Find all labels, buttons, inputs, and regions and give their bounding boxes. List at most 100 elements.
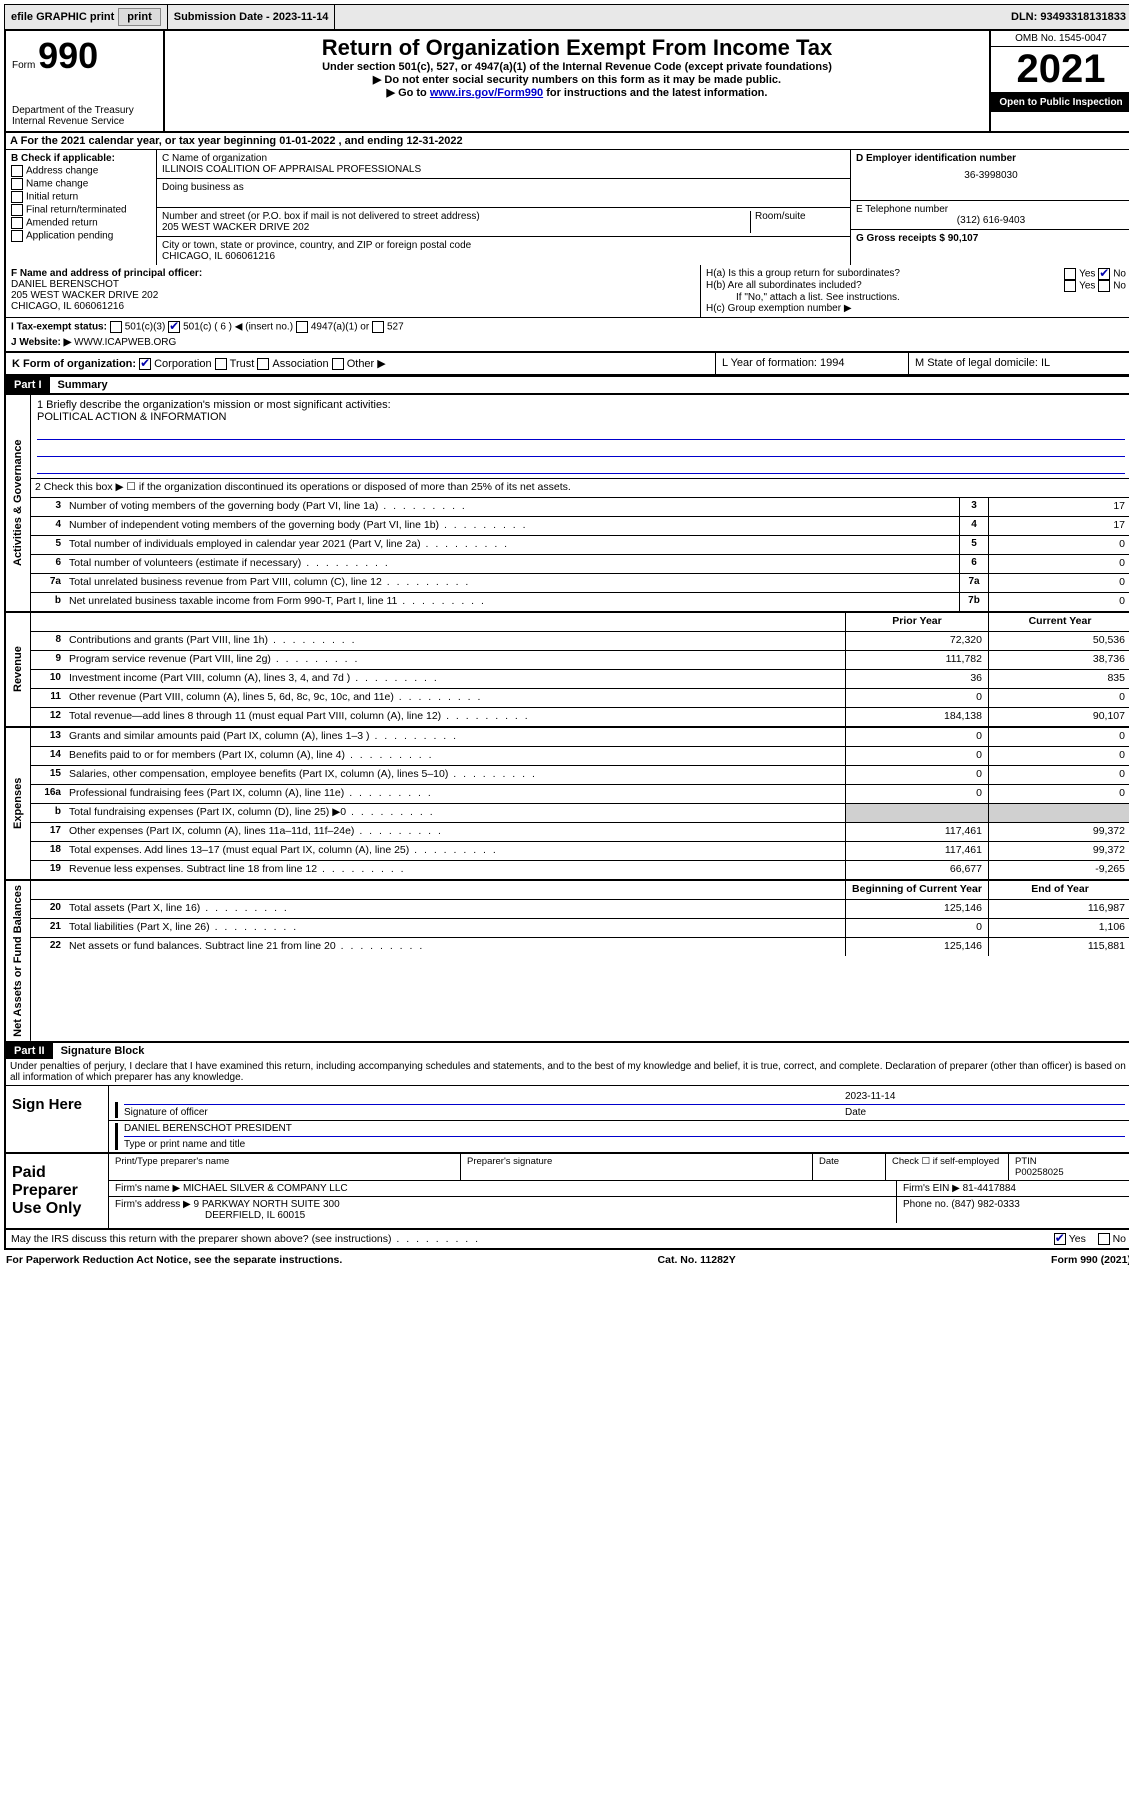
irs-link[interactable]: www.irs.gov/Form990 xyxy=(430,87,543,99)
ha-no[interactable] xyxy=(1098,268,1110,280)
box-g: G Gross receipts $ 90,107 xyxy=(851,230,1129,247)
ein-value: 36-3998030 xyxy=(856,164,1126,181)
line-7b: b Net unrelated business taxable income … xyxy=(31,593,1129,611)
line-14: 14 Benefits paid to or for members (Part… xyxy=(31,747,1129,766)
info-grid-1: B Check if applicable: Address change Na… xyxy=(4,150,1129,265)
header-left: Form 990 Department of the Treasury Inte… xyxy=(6,31,165,131)
addr-box: Number and street (or P.O. box if mail i… xyxy=(157,208,850,237)
self-employed-h: Check ☐ if self-employed xyxy=(886,1154,1009,1180)
prior-year-header: Prior Year xyxy=(846,613,989,631)
box-j: J Website: ▶ WWW.ICAPWEB.ORG xyxy=(11,337,1126,348)
sign-block: Sign Here Signature of officer 2023-11-1… xyxy=(4,1085,1129,1154)
chk-other[interactable] xyxy=(332,358,344,370)
revenue-table: Revenue Prior Year Current Year 8 Contri… xyxy=(4,613,1129,728)
chk-name[interactable]: Name change xyxy=(11,178,151,190)
omb-number: OMB No. 1545-0047 xyxy=(991,31,1129,46)
line-15: 15 Salaries, other compensation, employe… xyxy=(31,766,1129,785)
summary-table: Activities & Governance 1 Briefly descri… xyxy=(4,393,1129,613)
h-a-label: H(a) Is this a group return for subordin… xyxy=(706,268,900,280)
chk-assoc[interactable] xyxy=(257,358,269,370)
discuss-yes[interactable] xyxy=(1054,1233,1066,1245)
box-k: K Form of organization: Corporation Trus… xyxy=(6,353,716,374)
firm-addr-label: Firm's address ▶ xyxy=(115,1199,191,1210)
hb-yes[interactable] xyxy=(1064,280,1076,292)
chk-initial[interactable]: Initial return xyxy=(11,191,151,203)
footer-left: For Paperwork Reduction Act Notice, see … xyxy=(6,1254,342,1266)
line-11: 11 Other revenue (Part VIII, column (A),… xyxy=(31,689,1129,708)
preparer-name-h: Print/Type preparer's name xyxy=(109,1154,461,1180)
line2-text: 2 Check this box ▶ ☐ if the organization… xyxy=(31,479,1129,497)
line-13: 13 Grants and similar amounts paid (Part… xyxy=(31,728,1129,747)
footer-right: Form 990 (2021) xyxy=(1051,1254,1129,1266)
period-row: A For the 2021 calendar year, or tax yea… xyxy=(4,133,1129,150)
hb-no[interactable] xyxy=(1098,280,1110,292)
note-post: for instructions and the latest informat… xyxy=(546,87,767,99)
sig-officer-label: Signature of officer xyxy=(124,1107,208,1118)
chk-527[interactable] xyxy=(372,321,384,333)
discuss-no[interactable] xyxy=(1098,1233,1110,1245)
website-label: J Website: ▶ xyxy=(11,337,71,348)
line-10: 10 Investment income (Part VIII, column … xyxy=(31,670,1129,689)
form-subtitle: Under section 501(c), 527, or 4947(a)(1)… xyxy=(173,61,981,73)
preparer-sig-h: Preparer's signature xyxy=(461,1154,813,1180)
line-4: 4 Number of independent voting members o… xyxy=(31,517,1129,536)
mission-label: 1 Briefly describe the organization's mi… xyxy=(37,399,1125,411)
addr-label: Number and street (or P.O. box if mail i… xyxy=(162,211,746,222)
gross-receipts: G Gross receipts $ 90,107 xyxy=(856,233,978,244)
firm-addr2: DEERFIELD, IL 60015 xyxy=(115,1210,890,1221)
sig-name-label: Type or print name and title xyxy=(124,1139,245,1150)
chk-address[interactable]: Address change xyxy=(11,165,151,177)
note-link-row: ▶ Go to www.irs.gov/Form990 for instruct… xyxy=(173,86,981,99)
line-21: 21 Total liabilities (Part X, line 26) 0… xyxy=(31,919,1129,938)
h-c-label: H(c) Group exemption number ▶ xyxy=(706,303,1126,314)
line-b: b Total fundraising expenses (Part IX, c… xyxy=(31,804,1129,823)
firm-name: MICHAEL SILVER & COMPANY LLC xyxy=(183,1183,348,1194)
form-header: Form 990 Department of the Treasury Inte… xyxy=(4,30,1129,133)
chk-trust[interactable] xyxy=(215,358,227,370)
chk-amended[interactable]: Amended return xyxy=(11,217,151,229)
ha-yes[interactable] xyxy=(1064,268,1076,280)
line-12: 12 Total revenue—add lines 8 through 11 … xyxy=(31,708,1129,726)
side-governance: Activities & Governance xyxy=(6,395,31,611)
exp-body: 13 Grants and similar amounts paid (Part… xyxy=(31,728,1129,879)
paid-block: Paid Preparer Use Only Print/Type prepar… xyxy=(4,1154,1129,1230)
chk-corp[interactable] xyxy=(139,358,151,370)
website-value: WWW.ICAPWEB.ORG xyxy=(74,337,176,348)
firm-addr1: 9 PARKWAY NORTH SUITE 300 xyxy=(194,1199,340,1210)
sig-date: 2023-11-14 xyxy=(845,1091,1125,1102)
chk-501c[interactable] xyxy=(168,321,180,333)
side-net: Net Assets or Fund Balances xyxy=(6,881,31,1041)
info-grid-2: F Name and address of principal officer:… xyxy=(4,265,1129,318)
city-value: CHICAGO, IL 606061216 xyxy=(162,251,845,262)
dln: DLN: 93493318131833 xyxy=(1005,5,1129,29)
h-a-opts: Yes No xyxy=(1064,268,1126,280)
part1-bar: Part I Summary xyxy=(4,376,1129,393)
box-e: E Telephone number (312) 616-9403 xyxy=(851,201,1129,230)
part2-header: Part II xyxy=(6,1043,53,1059)
chk-pending[interactable]: Application pending xyxy=(11,230,151,242)
efile-text: efile GRAPHIC print xyxy=(11,11,114,23)
line-18: 18 Total expenses. Add lines 13–17 (must… xyxy=(31,842,1129,861)
officer-label: F Name and address of principal officer: xyxy=(11,268,202,279)
header-right: OMB No. 1545-0047 2021 Open to Public In… xyxy=(989,31,1129,131)
form-title: Return of Organization Exempt From Incom… xyxy=(173,35,981,61)
firm-label: Firm's name ▶ xyxy=(115,1183,180,1194)
line-5: 5 Total number of individuals employed i… xyxy=(31,536,1129,555)
org-name: ILLINOIS COALITION OF APPRAISAL PROFESSI… xyxy=(162,164,845,175)
dba-box: Doing business as xyxy=(157,179,850,208)
rev-body: Prior Year Current Year 8 Contributions … xyxy=(31,613,1129,726)
officer-addr1: 205 WEST WACKER DRIVE 202 xyxy=(11,290,695,301)
discuss-question: May the IRS discuss this return with the… xyxy=(11,1233,1054,1245)
print-button[interactable]: print xyxy=(118,8,160,26)
chk-501c3[interactable] xyxy=(110,321,122,333)
expenses-table: Expenses 13 Grants and similar amounts p… xyxy=(4,728,1129,881)
chk-final[interactable]: Final return/terminated xyxy=(11,204,151,216)
dept-label: Department of the Treasury xyxy=(12,105,157,116)
state-domicile: M State of legal domicile: IL xyxy=(909,353,1129,374)
box-b-label: B Check if applicable: xyxy=(11,153,115,164)
ptin-h: PTIN P00258025 xyxy=(1009,1154,1129,1180)
box-i: I Tax-exempt status: 501(c)(3) 501(c) ( … xyxy=(11,321,1126,333)
addr-value: 205 WEST WACKER DRIVE 202 xyxy=(162,222,746,233)
tax-status-label: I Tax-exempt status: xyxy=(11,322,107,333)
chk-4947[interactable] xyxy=(296,321,308,333)
